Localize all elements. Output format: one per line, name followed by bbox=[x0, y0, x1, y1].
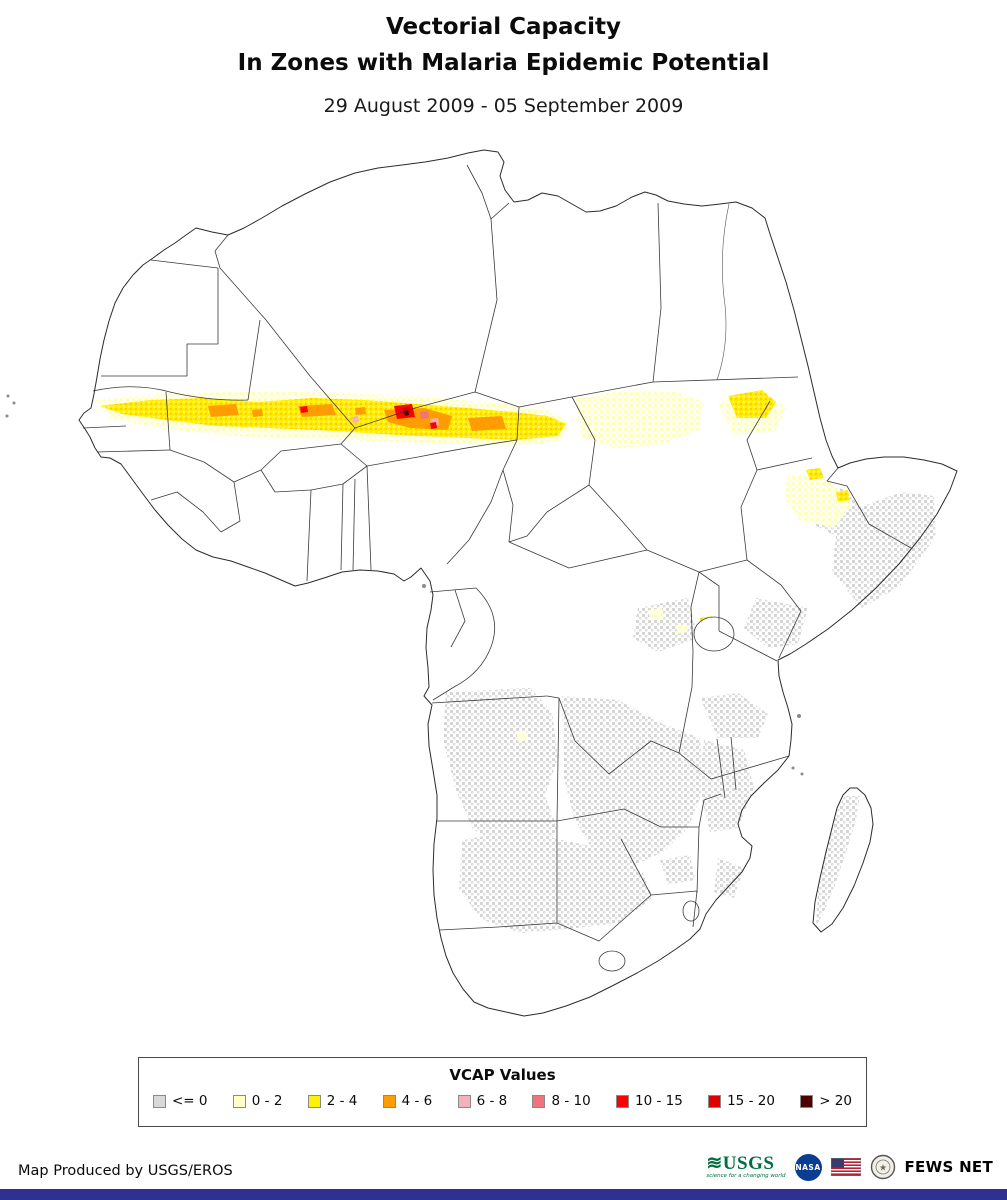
legend-item: <= 0 bbox=[153, 1093, 208, 1109]
legend-swatch bbox=[232, 1094, 246, 1108]
legend-item: > 20 bbox=[800, 1093, 852, 1109]
legend: VCAP Values <= 0 0 - 2 2 - 4 bbox=[138, 1057, 867, 1127]
legend-title: VCAP Values bbox=[449, 1066, 556, 1084]
legend-swatch bbox=[382, 1094, 396, 1108]
legend-swatch bbox=[708, 1094, 722, 1108]
vcap-8-10-region bbox=[420, 411, 429, 419]
nasa-logo: NASA bbox=[794, 1153, 822, 1181]
legend-item: 0 - 2 bbox=[232, 1093, 283, 1109]
usgs-tagline: science for a changing world bbox=[706, 1173, 786, 1180]
svg-text:★: ★ bbox=[878, 1164, 886, 1174]
legend-item-label: 15 - 20 bbox=[727, 1093, 775, 1109]
legend-item: 8 - 10 bbox=[532, 1093, 591, 1109]
legend-item-label: 10 - 15 bbox=[635, 1093, 683, 1109]
legend-item-label: 0 - 2 bbox=[251, 1093, 283, 1109]
legend-item-label: 4 - 6 bbox=[401, 1093, 433, 1109]
fewsnet-wordmark: FEWS NET bbox=[904, 1158, 993, 1176]
legend-item-label: 2 - 4 bbox=[326, 1093, 358, 1109]
vcap-lte0-region bbox=[443, 478, 936, 933]
us-flag-icon bbox=[830, 1158, 861, 1176]
coastline bbox=[78, 149, 958, 1017]
lakes bbox=[693, 616, 735, 652]
legend-item-label: 6 - 8 bbox=[476, 1093, 508, 1109]
legend-item: 10 - 15 bbox=[616, 1093, 683, 1109]
map-credit: Map Produced by USGS/EROS bbox=[18, 1163, 233, 1179]
footer-bar bbox=[0, 1189, 1007, 1200]
usgs-wordmark: ≋USGS bbox=[706, 1153, 775, 1175]
usgs-logo: ≋USGS science for a changing world bbox=[706, 1154, 785, 1180]
legend-swatch bbox=[532, 1094, 546, 1108]
legend-item-label: <= 0 bbox=[172, 1093, 208, 1109]
nile-river bbox=[716, 203, 730, 381]
legend-swatch bbox=[457, 1094, 471, 1108]
legend-item-label: > 20 bbox=[819, 1093, 852, 1109]
vcap-overlay bbox=[96, 390, 936, 933]
legend-item: 6 - 8 bbox=[457, 1093, 508, 1109]
state-dept-seal-icon: ★ bbox=[870, 1154, 895, 1180]
legend-items: <= 0 0 - 2 2 - 4 4 - 6 bbox=[139, 1084, 866, 1109]
page-title-line1: Vectorial Capacity bbox=[385, 14, 622, 40]
vcap-10-15-region bbox=[300, 404, 437, 429]
small-islands bbox=[5, 394, 804, 776]
legend-swatch bbox=[800, 1094, 814, 1108]
legend-swatch bbox=[307, 1094, 321, 1108]
page-title-line2: In Zones with Malaria Epidemic Potential bbox=[237, 49, 770, 76]
legend-swatch bbox=[153, 1094, 166, 1108]
legend-item: 4 - 6 bbox=[382, 1093, 433, 1109]
legend-item: 15 - 20 bbox=[708, 1093, 775, 1109]
footer-logos: ≋USGS science for a changing world NASA … bbox=[706, 1150, 993, 1184]
legend-item: 2 - 4 bbox=[307, 1093, 358, 1109]
country-borders bbox=[82, 164, 912, 972]
date-range: 29 August 2009 - 05 September 2009 bbox=[323, 95, 684, 118]
map-header: Vectorial Capacity In Zones with Malaria… bbox=[0, 10, 1007, 117]
africa-map-svg bbox=[5, 149, 958, 1017]
africa-map bbox=[0, 140, 1007, 1050]
legend-item-label: 8 - 10 bbox=[551, 1093, 591, 1109]
legend-swatch bbox=[616, 1094, 629, 1108]
